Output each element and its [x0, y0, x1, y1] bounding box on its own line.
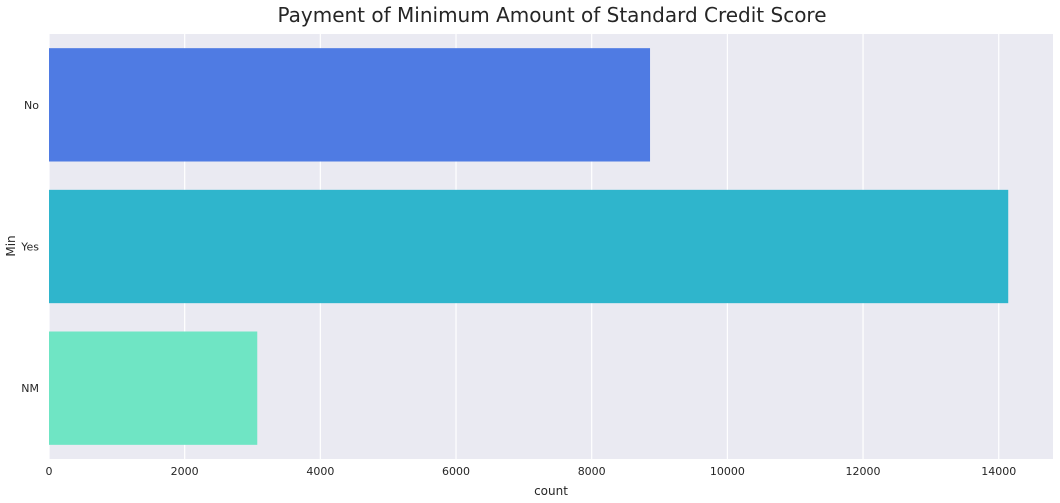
- bars: [49, 48, 1009, 445]
- x-tick-label: 6000: [442, 465, 470, 478]
- x-tick-label: 4000: [306, 465, 334, 478]
- bar-no: [49, 48, 651, 162]
- bar-yes: [49, 189, 1009, 304]
- x-tick-label: 10000: [710, 465, 745, 478]
- y-tick-labels: No Yes NM: [20, 99, 39, 395]
- x-tick-label: 14000: [981, 465, 1016, 478]
- bar-nm: [49, 331, 258, 445]
- y-tick-label-nm: NM: [21, 382, 39, 395]
- x-tick-label: 8000: [578, 465, 606, 478]
- x-tick-label: 2000: [171, 465, 199, 478]
- y-tick-label-yes: Yes: [20, 241, 39, 254]
- y-axis-label: Min: [4, 235, 18, 256]
- x-axis-label: count: [534, 484, 568, 498]
- x-tick-labels: 0 2000 4000 6000 8000 10000 12000 14000: [46, 465, 1017, 478]
- x-tick-label: 0: [46, 465, 53, 478]
- chart-title: Payment of Minimum Amount of Standard Cr…: [277, 3, 826, 27]
- x-tick-label: 12000: [846, 465, 881, 478]
- y-tick-label-no: No: [24, 99, 39, 112]
